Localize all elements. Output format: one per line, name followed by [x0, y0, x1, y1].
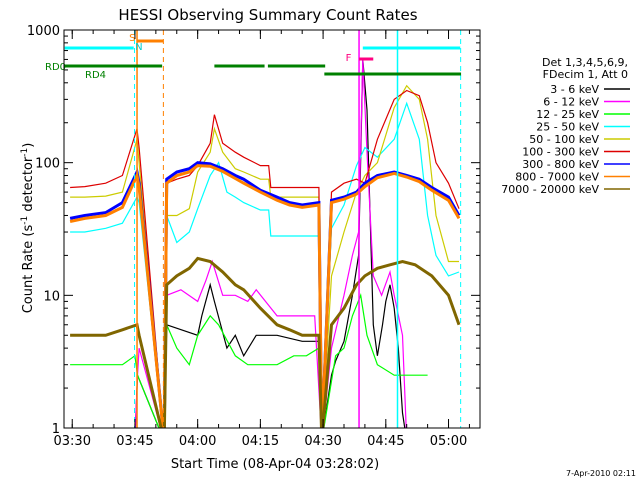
y-tick-label: 10 — [43, 289, 60, 304]
y-tick-label: 1 — [52, 422, 60, 437]
y-axis-label: Count Rate (s-1 detector-1) — [20, 143, 36, 314]
x-tick-label: 05:00 — [430, 434, 467, 449]
marker-label-n: N — [135, 42, 142, 53]
plot-frame — [63, 29, 481, 429]
x-tick-label: 03:45 — [116, 434, 153, 449]
y-label-part-mid: detector — [21, 156, 36, 216]
legend-label-2: 12 - 25 keV — [536, 108, 599, 121]
x-tick-label: 04:45 — [367, 434, 404, 449]
series-line-6 — [69, 161, 461, 428]
y-tick-label: 1000 — [27, 24, 60, 39]
footer-date: 7-Apr-2010 02:11 — [566, 469, 636, 478]
series-line-0 — [134, 59, 406, 428]
legend-header-1: FDecim 1, Att 0 — [543, 68, 628, 81]
y-tick-label: 100 — [35, 157, 60, 172]
y-label-part-exp2: -1 — [20, 148, 30, 157]
legend-label-7: 800 - 7000 keV — [515, 171, 599, 184]
series-line-2 — [70, 293, 428, 428]
x-tick-label: 03:30 — [54, 434, 91, 449]
x-tick-label: 04:15 — [242, 434, 279, 449]
legend-label-4: 50 - 100 keV — [529, 133, 599, 146]
series-line-1 — [134, 59, 407, 428]
legend-label-5: 100 - 300 keV — [522, 146, 599, 159]
legend-label-8: 7000 - 20000 keV — [501, 183, 599, 196]
series-line-8 — [70, 256, 461, 428]
marker-label-rd0: RD0 — [45, 62, 66, 73]
x-axis-label: Start Time (08-Apr-04 03:28:02) — [171, 457, 379, 472]
marker-label-rd4: RD4 — [85, 70, 106, 81]
legend-label-6: 300 - 800 keV — [522, 158, 599, 171]
marker-label-s: S — [129, 33, 135, 44]
legend-label-3: 25 - 50 keV — [536, 121, 599, 134]
marker-label-f: F — [346, 53, 352, 64]
legend-header-0: Det 1,3,4,5,6,9, — [542, 56, 628, 69]
series-line-7 — [69, 164, 461, 428]
legend-label-1: 6 - 12 keV — [543, 96, 599, 109]
chart-title: HESSI Observing Summary Count Rates — [118, 6, 417, 24]
svg-text:Count Rate (s-1 detector-1): Count Rate (s-1 detector-1) — [20, 143, 36, 314]
y-label-part-end: ) — [21, 143, 36, 148]
legend-label-0: 3 - 6 keV — [550, 83, 599, 96]
x-tick-label: 04:30 — [304, 434, 341, 449]
y-label-part-main: Count Rate (s — [21, 225, 36, 314]
y-label-part-exp1: -1 — [20, 216, 30, 225]
x-tick-label: 04:00 — [179, 434, 216, 449]
series-line-5 — [70, 89, 460, 428]
